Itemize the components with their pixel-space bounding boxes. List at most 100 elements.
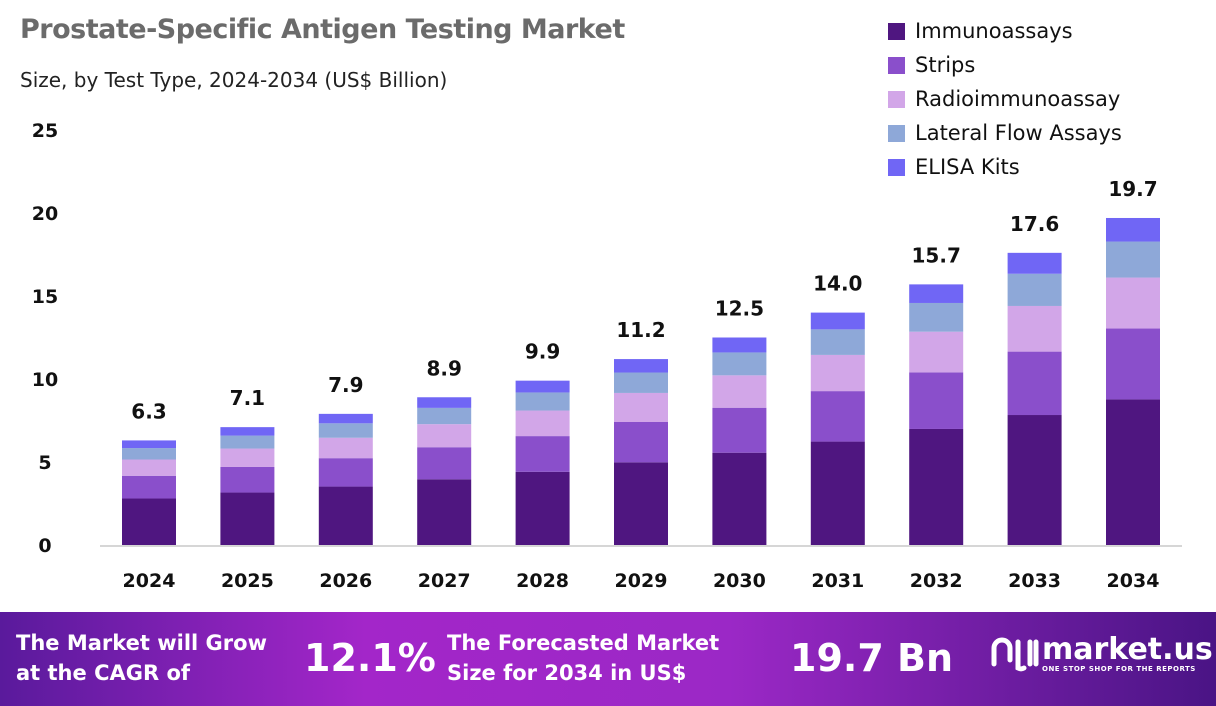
total-label: 11.2 [616,318,665,342]
bar-segment-radioimmunoassay [1106,277,1160,329]
total-label: 15.7 [912,243,961,267]
total-label: 17.6 [1010,212,1059,236]
bar-segment-radioimmunoassay [122,459,176,476]
x-tick-label: 2032 [910,570,963,592]
legend-swatch [888,124,905,142]
bar-segment-elisa-kits [515,380,570,393]
bar-segment-elisa-kits [1106,217,1160,242]
bar-segment-immunoassays [810,441,865,545]
legend-label: ELISA Kits [915,155,1020,179]
legend-label: Strips [915,53,976,77]
bar-segment-immunoassays [318,486,373,545]
bar-segment-lateral-flow-assays [318,423,373,438]
legend-swatch [888,22,905,40]
legend: Immunoassays Strips Radioimmunoassay Latera… [888,14,1122,184]
bar-segment-lateral-flow-assays [122,448,176,460]
x-tick-label: 2034 [1107,570,1160,592]
bar-segment-strips [515,436,570,472]
bar-segment-radioimmunoassay [417,424,472,448]
bar-segment-strips [1106,328,1160,400]
x-tick-label: 2030 [713,570,766,592]
bar-segment-strips [318,458,373,487]
logo-text: market.us [1042,632,1213,667]
bar-segment-elisa-kits [1007,252,1062,274]
legend-item: Radioimmunoassay [888,82,1122,116]
total-label: 19.7 [1108,177,1157,201]
bar-segment-elisa-kits [220,427,275,436]
bar-segment-lateral-flow-assays [614,372,668,393]
cagr-label: The Market will Grow at the CAGR of [16,631,267,685]
bar-segment-immunoassays [614,462,668,545]
bar-segment-lateral-flow-assays [417,407,472,425]
bar-segment-elisa-kits [712,337,767,353]
summary-banner: The Market will Grow at the CAGR of 12.1… [0,612,1216,706]
bar-segment-lateral-flow-assays [1007,273,1062,306]
bar-segment-strips [909,372,964,429]
y-tick-label: 10 [32,369,58,391]
bar-segment-radioimmunoassay [614,392,668,422]
y-tick-label: 0 [38,535,51,557]
y-tick-label: 5 [38,452,51,474]
bar-segment-immunoassays [909,428,964,545]
legend-item: Immunoassays [888,14,1122,48]
logo-icon [991,637,1039,672]
legend-label: Radioimmunoassay [915,87,1121,111]
x-tick-label: 2027 [418,570,471,592]
bar-segment-elisa-kits [122,440,176,449]
bar-segment-elisa-kits [810,312,865,330]
bar-segment-lateral-flow-assays [712,352,767,376]
bar-segment-strips [122,475,176,499]
bar-segment-elisa-kits [417,397,472,408]
bar-segment-lateral-flow-assays [220,435,275,449]
bar-segment-radioimmunoassay [515,410,570,437]
total-label: 14.0 [813,272,862,296]
x-tick-label: 2026 [319,570,372,592]
bar-segment-radioimmunoassay [318,437,373,459]
bar-segment-immunoassays [122,498,176,545]
bar-segment-strips [417,447,472,480]
bar-segment-strips [220,466,275,493]
x-tick-label: 2033 [1008,570,1061,592]
bar-segment-immunoassays [417,479,472,545]
bar-segment-radioimmunoassay [909,331,964,373]
x-tick-label: 2025 [221,570,274,592]
bar-segment-radioimmunoassay [1007,305,1062,352]
total-label: 12.5 [715,297,764,321]
logo-tagline: ONE STOP SHOP FOR THE REPORTS [1042,665,1196,673]
total-label: 9.9 [525,340,560,364]
bar-segment-lateral-flow-assays [1106,241,1160,278]
bar-segment-immunoassays [712,452,767,545]
forecast-label: The Forecasted Market Size for 2034 in U… [447,631,720,685]
bar-segment-radioimmunoassay [810,354,865,392]
total-label: 7.1 [230,386,265,410]
forecast-value: 19.7 Bn [790,636,954,680]
legend-swatch [888,158,905,176]
bar-segment-immunoassays [515,471,570,545]
bar-segment-radioimmunoassay [712,375,767,408]
market-us-logo: market.us ONE STOP SHOP FOR THE REPORTS [988,634,1213,674]
legend-swatch [888,56,905,74]
total-label: 6.3 [131,399,166,423]
bar-segment-immunoassays [220,492,275,545]
bar-segment-elisa-kits [318,413,373,424]
bar-segment-immunoassays [1106,399,1160,545]
bar-segment-lateral-flow-assays [810,329,865,355]
x-tick-label: 2024 [123,570,176,592]
total-label: 7.9 [328,373,363,397]
bar-segment-strips [810,391,865,442]
y-tick-label: 25 [32,120,58,142]
bar-segment-radioimmunoassay [220,448,275,467]
legend-label: Immunoassays [915,19,1073,43]
legend-swatch [888,90,905,108]
bar-segment-strips [712,407,767,453]
bar-segment-strips [1007,351,1062,416]
y-tick-label: 20 [32,203,58,225]
legend-item: ELISA Kits [888,150,1122,184]
chart-title: Prostate-Specific Antigen Testing Market [20,14,625,45]
x-tick-label: 2031 [811,570,864,592]
chart-subtitle: Size, by Test Type, 2024-2034 (US$ Billi… [20,68,448,92]
bar-segment-lateral-flow-assays [909,302,964,332]
cagr-value: 12.1% [304,636,436,680]
legend-item: Strips [888,48,1122,82]
bar-segment-lateral-flow-assays [515,392,570,411]
